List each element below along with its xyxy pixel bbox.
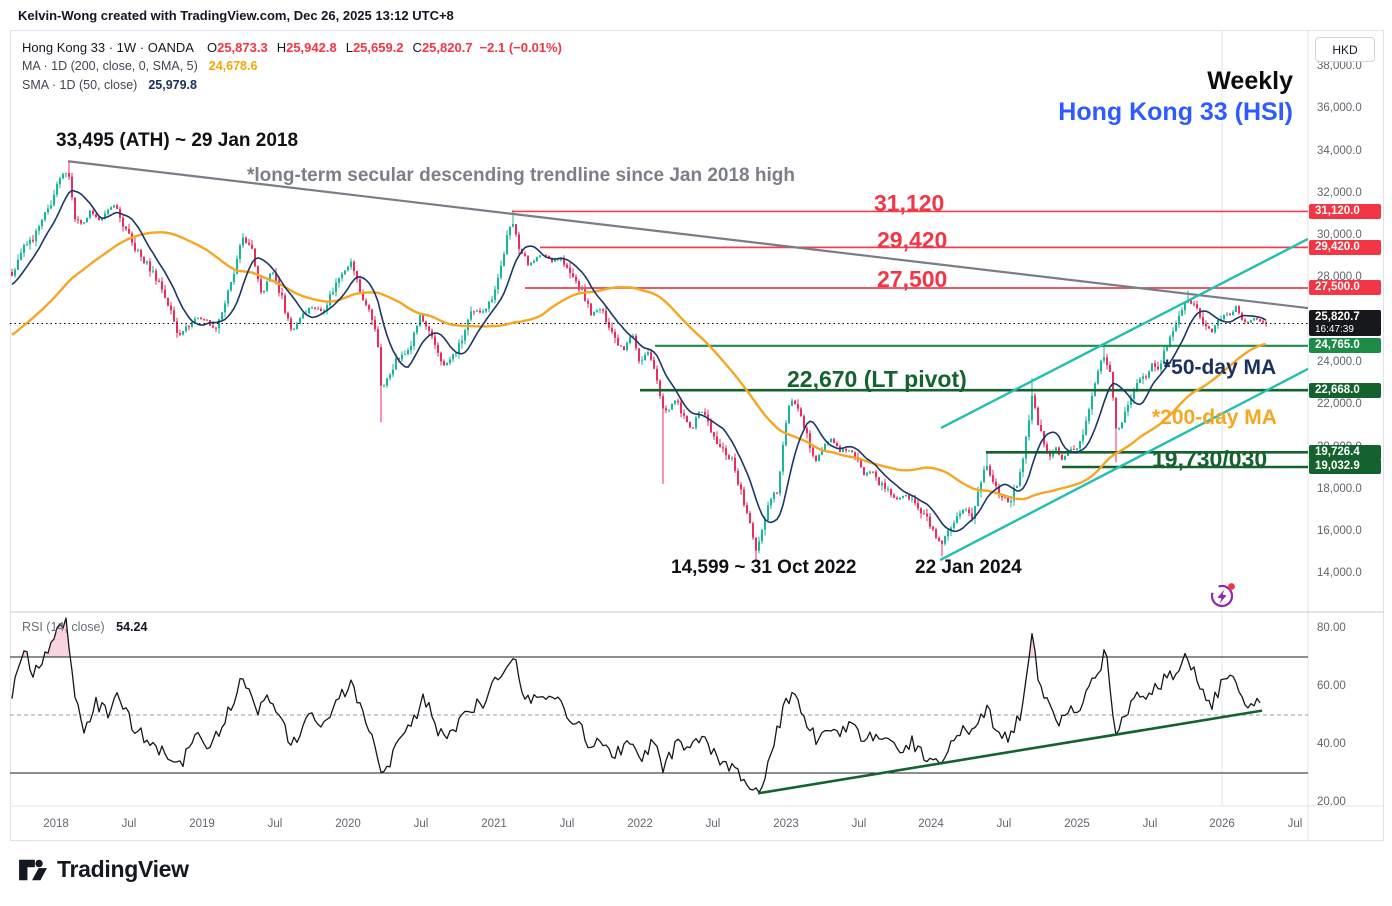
time-tick: 2018	[43, 818, 69, 830]
symbol-title: Hong Kong 33 · 1W · OANDA	[22, 40, 194, 55]
annotation-trendline-note: *long-term secular descending trendline …	[247, 165, 795, 186]
price-label: 25,820.7 16:47:39	[1309, 310, 1381, 337]
ohlc-pair: C25,820.7	[412, 40, 473, 55]
annotation-res-27500: 27,500	[877, 266, 948, 292]
time-tick: Jul	[705, 818, 721, 830]
price-tick: 24,000.0	[1317, 355, 1362, 368]
currency-toggle-button[interactable]: HKD	[1315, 37, 1375, 62]
ma-200-line	[11, 231, 1267, 501]
rsi-name: RSI (14, close)	[22, 620, 105, 634]
rsi-legend[interactable]: RSI (14, close) 54.24	[22, 620, 147, 634]
legend-sma50-row[interactable]: SMA · 1D (50, close) 25,979.8	[22, 76, 562, 95]
ma-50-line	[11, 189, 1267, 533]
ma200-title: MA · 1D (200, close, 0, SMA, 5)	[22, 59, 198, 73]
time-tick: 2020	[335, 818, 361, 830]
tradingview-logo-text: TradingView	[57, 856, 189, 882]
time-tick: 2021	[481, 818, 507, 830]
time-tick: 2023	[773, 818, 799, 830]
channel-upper	[940, 237, 1308, 430]
rsi-tick: 20.00	[1317, 796, 1346, 808]
price-tick: 34,000.0	[1317, 144, 1362, 157]
ma200-value: 24,678.6	[208, 59, 258, 73]
annotation-support-zone-note: 19,730/030	[1152, 446, 1268, 472]
pane-borders	[10, 30, 1384, 840]
rsi-line	[11, 617, 1261, 794]
rsi-tick: 40.00	[1317, 738, 1346, 750]
time-tick: Jul	[267, 818, 283, 830]
rsi-tick: 80.00	[1317, 622, 1346, 634]
rsi-value: 54.24	[116, 620, 148, 634]
ohlc-pair: H25,942.8	[276, 40, 337, 55]
time-tick: 2022	[627, 818, 653, 830]
secular-descending-trendline	[67, 160, 1308, 310]
time-tick: Jul	[996, 818, 1012, 830]
price-tick: 28,000.0	[1317, 271, 1362, 284]
chart-frame	[10, 30, 1384, 841]
time-tick: Jul	[413, 818, 429, 830]
tradingview-attribution[interactable]: TradingView	[18, 856, 189, 883]
chart-credit: Kelvin-Wong created with TradingView.com…	[18, 8, 454, 23]
legend: Hong Kong 33 · 1W · OANDA O25,873.3 H25,9…	[22, 38, 562, 95]
price-tick: 22,000.0	[1317, 398, 1362, 411]
price-label: 22,668.0	[1309, 382, 1381, 398]
chart-title-block: Weekly Hong Kong 33 (HSI)	[1058, 66, 1293, 128]
price-tick: 18,000.0	[1317, 482, 1362, 495]
annotation-res-29420: 29,420	[877, 227, 948, 253]
time-tick: Jul	[121, 818, 137, 830]
price-label: 19,032.9	[1309, 459, 1381, 475]
time-tick: 2025	[1064, 818, 1090, 830]
annotation-res-31120: 31,120	[874, 190, 945, 216]
annotation-low-2022-note: 14,599 ~ 31 Oct 2022	[671, 557, 857, 578]
time-tick: Jul	[851, 818, 867, 830]
legend-ma200-row[interactable]: MA · 1D (200, close, 0, SMA, 5) 24,678.6	[22, 57, 562, 76]
sma50-value: 25,979.8	[148, 78, 197, 92]
price-tick: 16,000.0	[1317, 525, 1362, 538]
timeframe-title: Weekly	[1207, 67, 1293, 95]
price-label: 24,765.0	[1309, 338, 1381, 354]
annotation-ma200-note: *200-day MA	[1152, 406, 1277, 429]
time-tick: Jul	[1142, 818, 1158, 830]
ohlc-pair: O25,873.3	[206, 40, 268, 55]
tradingview-logo-icon	[19, 859, 47, 880]
time-tick: Jul	[1287, 818, 1303, 830]
price-label: 19,726.4	[1309, 444, 1381, 460]
price-tick: 36,000.0	[1317, 102, 1362, 115]
price-tick: 14,000.0	[1317, 567, 1362, 580]
candlestick-series	[11, 161, 1267, 561]
time-tick: 2026	[1209, 818, 1235, 830]
price-tick: 32,000.0	[1317, 186, 1362, 199]
channel-lower	[939, 367, 1308, 562]
time-tick: 2024	[918, 818, 944, 830]
rsi-overbought-fill	[22, 618, 1187, 657]
legend-symbol-row[interactable]: Hong Kong 33 · 1W · OANDA O25,873.3 H25,9…	[22, 38, 562, 57]
rsi-tick: 60.00	[1317, 680, 1346, 692]
ohlc-pair: L25,659.2	[345, 40, 404, 55]
sma50-title: SMA · 1D (50, close)	[22, 78, 138, 92]
annotation-lt-pivot: 22,670 (LT pivot)	[787, 366, 967, 392]
change-value: −2.1 (−0.01%)	[479, 40, 562, 55]
instrument-title: Hong Kong 33 (HSI)	[1058, 98, 1293, 126]
rsi-support-trendline	[757, 709, 1263, 795]
time-tick: 2019	[189, 818, 215, 830]
annotation-ath-note: 33,495 (ATH) ~ 29 Jan 2018	[56, 130, 299, 151]
price-label: 31,120.0	[1309, 203, 1381, 219]
price-label: 29,420.0	[1309, 239, 1381, 255]
ohlc-values: O25,873.3 H25,942.8 L25,659.2 C25,820.7	[207, 38, 473, 57]
annotation-ma50-note: *50-day MA	[1163, 356, 1277, 379]
price-tick: 30,000.0	[1317, 229, 1362, 242]
price-tick: 38,000.0	[1317, 60, 1362, 72]
time-tick: Jul	[559, 818, 575, 830]
annotation-low-2024-note: 22 Jan 2024	[915, 557, 1022, 578]
price-label: 27,500.0	[1309, 280, 1381, 296]
